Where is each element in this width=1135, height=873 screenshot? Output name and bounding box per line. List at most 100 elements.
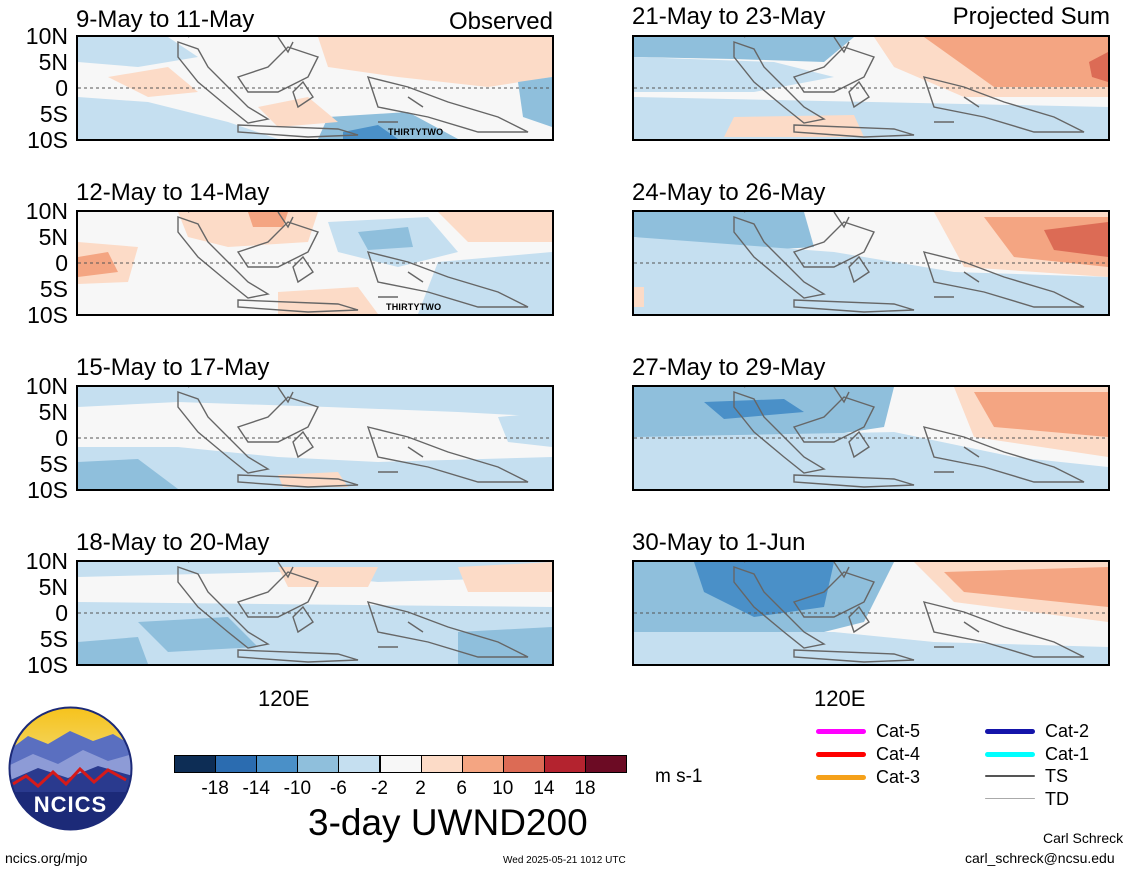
anomaly-shading (634, 57, 834, 92)
coastline (744, 562, 850, 579)
coastline (237, 649, 359, 663)
anomaly-shading (634, 37, 854, 62)
coastline (792, 396, 875, 443)
latitude-label: 0 (55, 600, 68, 626)
coastline (934, 271, 980, 298)
colorbar-swatch (338, 755, 381, 773)
coastline (236, 46, 319, 93)
coastline (292, 80, 314, 109)
colorbar-swatch (174, 755, 217, 773)
panel-title: 21-May to 23-May (632, 3, 826, 30)
coastline (366, 601, 529, 658)
coastline (177, 391, 270, 474)
legend-label: Cat-3 (876, 767, 921, 787)
anomaly-shading (78, 459, 178, 489)
latitude-label: 5N (38, 574, 68, 600)
legend-line-cat4 (816, 752, 866, 757)
colorbar-swatch (543, 755, 586, 773)
wind-anomaly-map (634, 562, 1108, 664)
map-panel (632, 210, 1110, 316)
anomaly-shading (258, 97, 338, 127)
colorbar-swatch (379, 755, 422, 773)
colorbar-label: -10 (283, 778, 312, 799)
figure-title: 3-day UWND200 (308, 802, 588, 843)
coastline (792, 221, 875, 268)
panel-title: 9-May to 11-May (76, 6, 255, 33)
latitude-label: 10N (25, 373, 68, 399)
latitude-label: 5N (38, 399, 68, 425)
footer-email: carl_schreck@ncsu.edu (965, 850, 1115, 866)
colorbar-swatch (461, 755, 504, 773)
coastline (378, 621, 424, 648)
colorbar-label: 14 (533, 778, 555, 799)
legend-line-cat5 (816, 729, 866, 734)
panel-title: 15-May to 17-May (76, 354, 270, 381)
anomaly-shading (108, 67, 198, 97)
panel-title: 27-May to 29-May (632, 354, 826, 381)
wind-anomaly-map (78, 37, 552, 139)
anomaly-shading (458, 562, 552, 592)
latitude-label: 5N (38, 49, 68, 75)
coastline (188, 562, 294, 579)
map-panel: THIRTYTWO (76, 210, 554, 316)
footer-timestamp: Wed 2025-05-21 1012 UTC (503, 855, 626, 866)
latitude-label: 10S (27, 477, 68, 503)
map-panel (76, 385, 554, 491)
coastline (922, 251, 1085, 308)
colorbar-label: 2 (415, 778, 426, 799)
coastline (793, 649, 915, 663)
colorbar-label: -2 (371, 778, 388, 799)
coastline (793, 299, 915, 313)
panel-tag: Observed (448, 8, 553, 35)
legend-line-cat2 (985, 729, 1035, 734)
coastline (733, 566, 826, 649)
map-panel (632, 35, 1110, 141)
coastline (236, 396, 319, 443)
anomaly-shading (278, 567, 378, 587)
longitude-label: 120E (814, 686, 866, 711)
colorbar-swatch (256, 755, 299, 773)
wind-anomaly-map (78, 562, 552, 664)
coastline (934, 96, 980, 123)
anomaly-shading (924, 37, 1108, 87)
anomaly-shading (278, 287, 378, 314)
anomaly-shading (358, 227, 413, 250)
coastline (793, 474, 915, 488)
coastline (378, 446, 424, 473)
latitude-label: 5S (39, 451, 68, 477)
coastline (848, 430, 870, 459)
colorbar-swatch (502, 755, 545, 773)
colorbar-swatch (420, 755, 463, 773)
coastline (378, 96, 424, 123)
anomaly-shading (138, 617, 258, 652)
map-panel (632, 560, 1110, 666)
wind-anomaly-map (634, 387, 1108, 489)
coastline (188, 212, 294, 229)
coastline (733, 216, 826, 299)
latitude-label: 5S (39, 626, 68, 652)
coastline (366, 251, 529, 308)
longitude-label: 120E (258, 686, 310, 711)
coastline (792, 571, 875, 618)
anomaly-shading (518, 77, 552, 127)
coastline (922, 76, 1085, 133)
anomaly-shading (634, 632, 1108, 664)
latitude-label: 10S (27, 127, 68, 153)
coastline (292, 255, 314, 284)
coastline (237, 124, 359, 138)
legend-line-td (985, 798, 1035, 799)
coastline (188, 387, 294, 404)
footer-author: Carl Schreck (1043, 830, 1124, 846)
anomaly-shading (634, 287, 644, 307)
coastline (188, 37, 294, 54)
colorbar-swatch (215, 755, 258, 773)
panel-title: 30-May to 1-Jun (632, 529, 806, 556)
wind-anomaly-map (78, 387, 552, 489)
wind-anomaly-map (634, 212, 1108, 314)
latitude-label: 10N (25, 198, 68, 224)
anomaly-shading (78, 37, 198, 67)
colorbar-label: -14 (242, 778, 270, 799)
coastline (236, 221, 319, 268)
anomaly-shading (78, 252, 118, 277)
anomaly-shading (78, 387, 552, 417)
